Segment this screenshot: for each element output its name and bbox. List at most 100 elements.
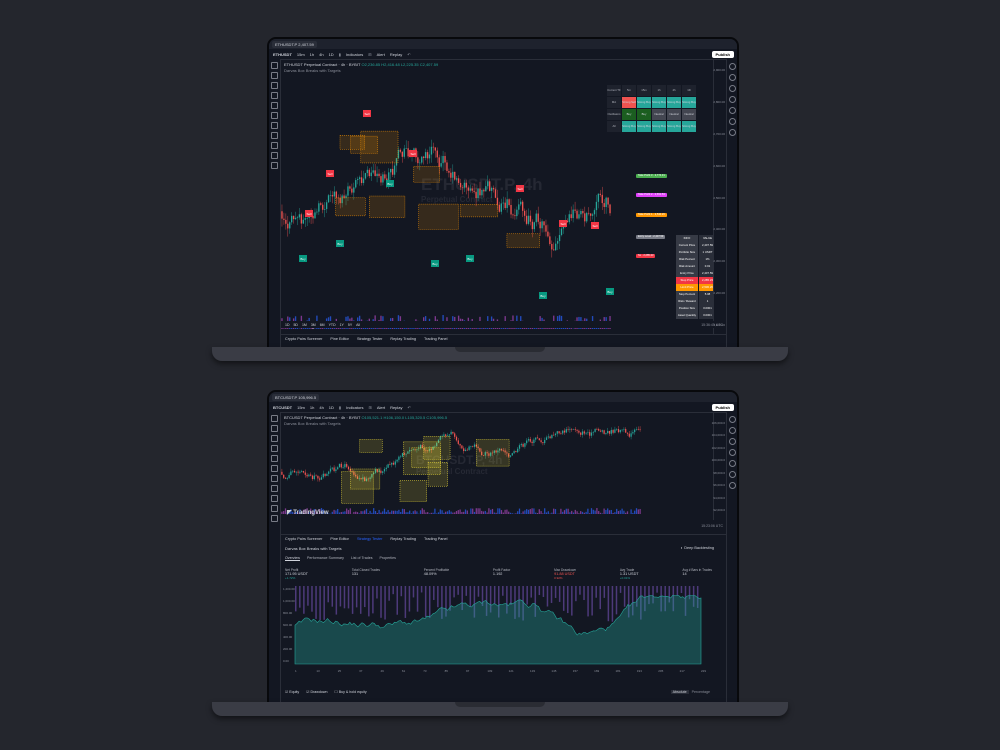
news-icon[interactable]	[728, 96, 736, 103]
alert-button[interactable]: Alert	[376, 404, 386, 410]
magnet-icon[interactable]	[271, 495, 278, 502]
crosshair-icon[interactable]	[271, 62, 278, 69]
mode-absolute[interactable]: Absolute	[670, 690, 689, 694]
trendline-icon[interactable]	[271, 72, 278, 79]
ideas-icon[interactable]	[728, 118, 736, 125]
range-1y[interactable]: 1Y	[339, 322, 344, 327]
legend-equity[interactable]: ☑ Equity	[285, 690, 300, 694]
range-5d[interactable]: 5D	[293, 322, 298, 327]
tab-strategy-tester[interactable]: Strategy Tester	[356, 537, 383, 541]
equity-chart[interactable]: 1,200.00 1,000.00 800.00 600.00 400.00 200.00…	[281, 582, 726, 680]
interval-4h[interactable]: 4h	[319, 404, 324, 410]
legend-buy-hold[interactable]: ☐ Buy & hold equity	[334, 690, 367, 694]
indicator-name[interactable]: Darvas Box Breaks with Targets	[284, 68, 341, 73]
mode-percentage[interactable]: Percentage	[691, 690, 710, 694]
range-ytd[interactable]: YTD	[328, 322, 336, 327]
indicators-button[interactable]: Indicators	[346, 404, 364, 410]
trash-icon[interactable]	[271, 515, 278, 522]
range-1d[interactable]: 1D	[285, 322, 290, 327]
symbol-search[interactable]: ETHUSDT	[273, 51, 292, 57]
magnet-icon[interactable]	[271, 142, 278, 149]
interval-1d[interactable]: 1D	[328, 51, 334, 57]
measure-icon[interactable]	[271, 475, 278, 482]
lock-icon[interactable]	[271, 505, 278, 512]
news-icon[interactable]	[728, 449, 736, 456]
candles-icon[interactable]: ▮	[338, 51, 341, 57]
price-scale[interactable]: 106,000.0 104,000.0 102,000.0 100,000.0 98,0…	[712, 413, 726, 520]
templates-icon[interactable]: ⊞	[368, 51, 372, 57]
alerts-icon[interactable]	[728, 74, 736, 81]
tab-strategy-tester[interactable]: Strategy Tester	[356, 337, 383, 341]
tab-trading-panel[interactable]: Trading Panel	[423, 537, 448, 541]
tab-properties[interactable]: Properties	[379, 556, 396, 560]
interval-15m[interactable]: 15m	[296, 51, 305, 57]
indicators-button[interactable]: Indicators	[345, 51, 364, 57]
trash-icon[interactable]	[271, 162, 278, 169]
chat-icon[interactable]	[728, 107, 736, 114]
range-3m[interactable]: 3M	[310, 322, 316, 327]
candles-icon[interactable]: ▮	[338, 404, 342, 410]
replay-button[interactable]: Replay	[389, 51, 403, 57]
zoom-icon[interactable]	[271, 485, 278, 492]
indicator-name[interactable]: Darvas Box Breaks with Targets	[284, 421, 341, 426]
brush-icon[interactable]	[271, 445, 278, 452]
range-all[interactable]: All	[356, 322, 361, 327]
undo-icon[interactable]: ↶	[407, 51, 411, 57]
tab-list-of-trades[interactable]: List of Trades	[350, 556, 373, 560]
tab-performance-summary[interactable]: Performance Summary	[306, 556, 344, 560]
price-scale[interactable]: 2,900.00 2,800.00 2,700.00 2,600.00 2,500.00…	[713, 60, 726, 335]
tab-replay-trading[interactable]: Replay Trading	[390, 537, 416, 541]
zoom-icon[interactable]	[271, 132, 278, 139]
utc-clock[interactable]: 15:36:45 UTC	[701, 323, 723, 327]
tab-trading-panel[interactable]: Trading Panel	[423, 337, 448, 341]
strategy-name[interactable]: Darvas Box Breaks with Targets	[285, 546, 342, 551]
tab-pine-editor[interactable]: Pine Editor	[330, 537, 349, 541]
symbol-search[interactable]: BTCUSDT	[273, 404, 293, 410]
chart-tab[interactable]: ETHUSDT.P 2,407.59	[272, 40, 317, 48]
chat-icon[interactable]	[728, 460, 736, 467]
utc-clock[interactable]: 15:23:06 UTC	[701, 524, 723, 528]
interval-4h[interactable]: 4h	[319, 51, 324, 57]
price-chart[interactable]: BTCUSDT Perpetual Contract · 4h · BYBIT …	[281, 413, 714, 520]
watchlist-icon[interactable]	[728, 63, 736, 70]
ideas-icon[interactable]	[728, 471, 736, 478]
interval-15m[interactable]: 15m	[297, 404, 305, 410]
interval-1h[interactable]: 1h	[309, 51, 315, 57]
legend-drawdown[interactable]: ☑ Drawdown	[306, 690, 328, 694]
measure-icon[interactable]	[271, 122, 278, 129]
range-5y[interactable]: 5Y	[347, 322, 353, 327]
publish-button[interactable]: Publish	[711, 50, 734, 58]
templates-icon[interactable]: ⊞	[368, 404, 372, 410]
fib-icon[interactable]	[271, 435, 278, 442]
tab-screener[interactable]: Crypto Pairs Screener	[285, 337, 323, 341]
pattern-icon[interactable]	[271, 112, 278, 119]
tab-screener[interactable]: Crypto Pairs Screener	[285, 537, 323, 541]
brush-icon[interactable]	[271, 92, 278, 99]
alerts-icon[interactable]	[728, 427, 736, 434]
fib-icon[interactable]	[271, 82, 278, 89]
chart-tab[interactable]: BTCUSDT.P 105,996.5	[272, 393, 320, 401]
tab-overview[interactable]: Overview	[285, 556, 300, 561]
text-icon[interactable]	[271, 102, 278, 109]
notifications-icon[interactable]	[728, 482, 736, 489]
interval-1d[interactable]: 1D	[328, 404, 334, 410]
undo-icon[interactable]: ↶	[407, 404, 411, 410]
interval-1h[interactable]: 1h	[309, 404, 315, 410]
price-chart[interactable]: ETHUSDT Perpetual Contract · 4h · BYBIT …	[281, 60, 717, 335]
publish-button[interactable]: Publish	[711, 403, 734, 411]
watchlist-icon[interactable]	[728, 416, 736, 423]
notifications-icon[interactable]	[728, 129, 736, 136]
range-1m[interactable]: 1M	[301, 322, 307, 327]
replay-button[interactable]: Replay	[390, 404, 403, 410]
range-6m[interactable]: 6M	[319, 322, 325, 327]
pattern-icon[interactable]	[271, 465, 278, 472]
alert-button[interactable]: Alert	[376, 51, 385, 57]
text-icon[interactable]	[271, 455, 278, 462]
crosshair-icon[interactable]	[271, 415, 278, 422]
calendar-icon[interactable]	[728, 85, 736, 92]
trendline-icon[interactable]	[271, 425, 278, 432]
calendar-icon[interactable]	[728, 438, 736, 445]
deep-backtesting-toggle[interactable]: ◐ Deep Backtesting	[680, 546, 714, 550]
tab-pine-editor[interactable]: Pine Editor	[330, 337, 349, 341]
lock-icon[interactable]	[271, 152, 278, 159]
